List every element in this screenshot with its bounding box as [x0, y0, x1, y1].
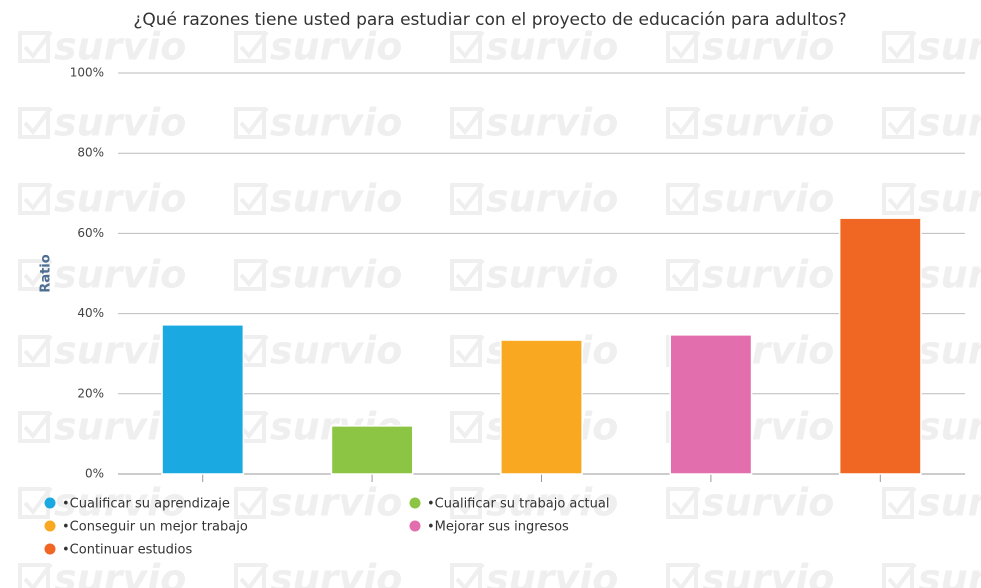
watermark: survio: [270, 329, 402, 373]
watermark-icon: [234, 258, 269, 291]
watermark-icon: [18, 258, 53, 291]
watermark: survio: [270, 101, 402, 145]
watermark-icon: [666, 486, 701, 519]
watermark: survio: [702, 481, 834, 525]
watermark: survio: [918, 101, 981, 145]
watermark: survio: [918, 481, 981, 525]
watermark: survio: [486, 101, 618, 145]
watermark-icon: [234, 106, 269, 139]
watermark-icon: [234, 562, 269, 588]
legend-marker: [44, 497, 56, 509]
legend-label: •Conseguir un mejor trabajo: [62, 520, 248, 535]
bar: [838, 217, 922, 475]
watermark: survio: [918, 253, 981, 297]
legend-marker: [44, 543, 56, 555]
watermark-icon: [18, 182, 53, 215]
watermark-icon: [666, 562, 701, 588]
watermark-icon: [18, 562, 53, 588]
watermark: survio: [54, 253, 186, 297]
y-tick-label: 20%: [77, 386, 104, 400]
watermark-icon: [882, 106, 917, 139]
watermark-icon: [234, 182, 269, 215]
watermark: survio: [702, 253, 834, 297]
watermark-icon: [450, 334, 485, 367]
watermark-icon: [450, 258, 485, 291]
watermark: survio: [486, 253, 618, 297]
legend-label: •Mejorar sus ingresos: [427, 520, 569, 535]
bar: [669, 334, 753, 475]
watermark-icon: [450, 182, 485, 215]
watermark: survio: [486, 177, 618, 221]
watermark: survio: [270, 177, 402, 221]
watermark: survio: [918, 329, 981, 373]
watermark-icon: [882, 30, 917, 63]
watermark: survio: [702, 557, 834, 588]
legend-label: •Cualificar su aprendizaje: [62, 497, 230, 512]
watermark-icon: [18, 106, 53, 139]
watermark: survio: [270, 557, 402, 588]
watermark-icon: [450, 410, 485, 443]
legend-label: •Continuar estudios: [62, 543, 192, 558]
watermark: survio: [702, 101, 834, 145]
watermark-icon: [450, 486, 485, 519]
watermark-icon: [882, 182, 917, 215]
chart-title: ¿Qué razones tiene usted para estudiar c…: [133, 10, 847, 30]
watermark: survio: [54, 25, 186, 69]
watermark-icon: [450, 30, 485, 63]
watermark-icon: [450, 106, 485, 139]
watermark: survio: [918, 25, 981, 69]
watermark: survio: [54, 481, 186, 525]
y-tick-label: 80%: [77, 146, 104, 160]
y-tick-label: 100%: [70, 66, 104, 80]
watermark: survio: [270, 25, 402, 69]
watermark: survio: [270, 253, 402, 297]
watermark-icon: [234, 30, 269, 63]
watermark: survio: [486, 25, 618, 69]
bar: [161, 324, 245, 475]
legend-marker: [44, 520, 56, 532]
y-tick-label: 40%: [77, 306, 104, 320]
watermark-icon: [18, 410, 53, 443]
legend-label: •Cualificar su trabajo actual: [427, 497, 609, 512]
watermark: survio: [918, 177, 981, 221]
watermark: survio: [54, 177, 186, 221]
watermark: survio: [702, 177, 834, 221]
y-tick-label: 60%: [77, 226, 104, 240]
y-axis-title: Ratio: [39, 254, 54, 292]
watermark-icon: [882, 562, 917, 588]
watermark: survio: [918, 557, 981, 588]
legend-marker: [409, 497, 421, 509]
legend-marker: [409, 520, 421, 532]
watermark: survio: [54, 101, 186, 145]
watermark: survio: [702, 25, 834, 69]
watermark-icon: [882, 486, 917, 519]
watermark-icon: [666, 30, 701, 63]
watermark-icon: [666, 182, 701, 215]
watermark: survio: [54, 557, 186, 588]
y-tick-label: 0%: [85, 467, 104, 481]
watermark-icon: [666, 258, 701, 291]
watermark: survio: [486, 481, 618, 525]
watermark-icon: [234, 486, 269, 519]
watermark: survio: [270, 481, 402, 525]
watermark-icon: [18, 30, 53, 63]
watermark-icon: [450, 562, 485, 588]
bar: [500, 339, 583, 475]
watermark-icon: [666, 106, 701, 139]
watermark-icon: [18, 334, 53, 367]
watermark: survio: [918, 405, 981, 449]
watermark-icon: [18, 486, 53, 519]
bar: [330, 425, 414, 475]
watermark: survio: [486, 557, 618, 588]
